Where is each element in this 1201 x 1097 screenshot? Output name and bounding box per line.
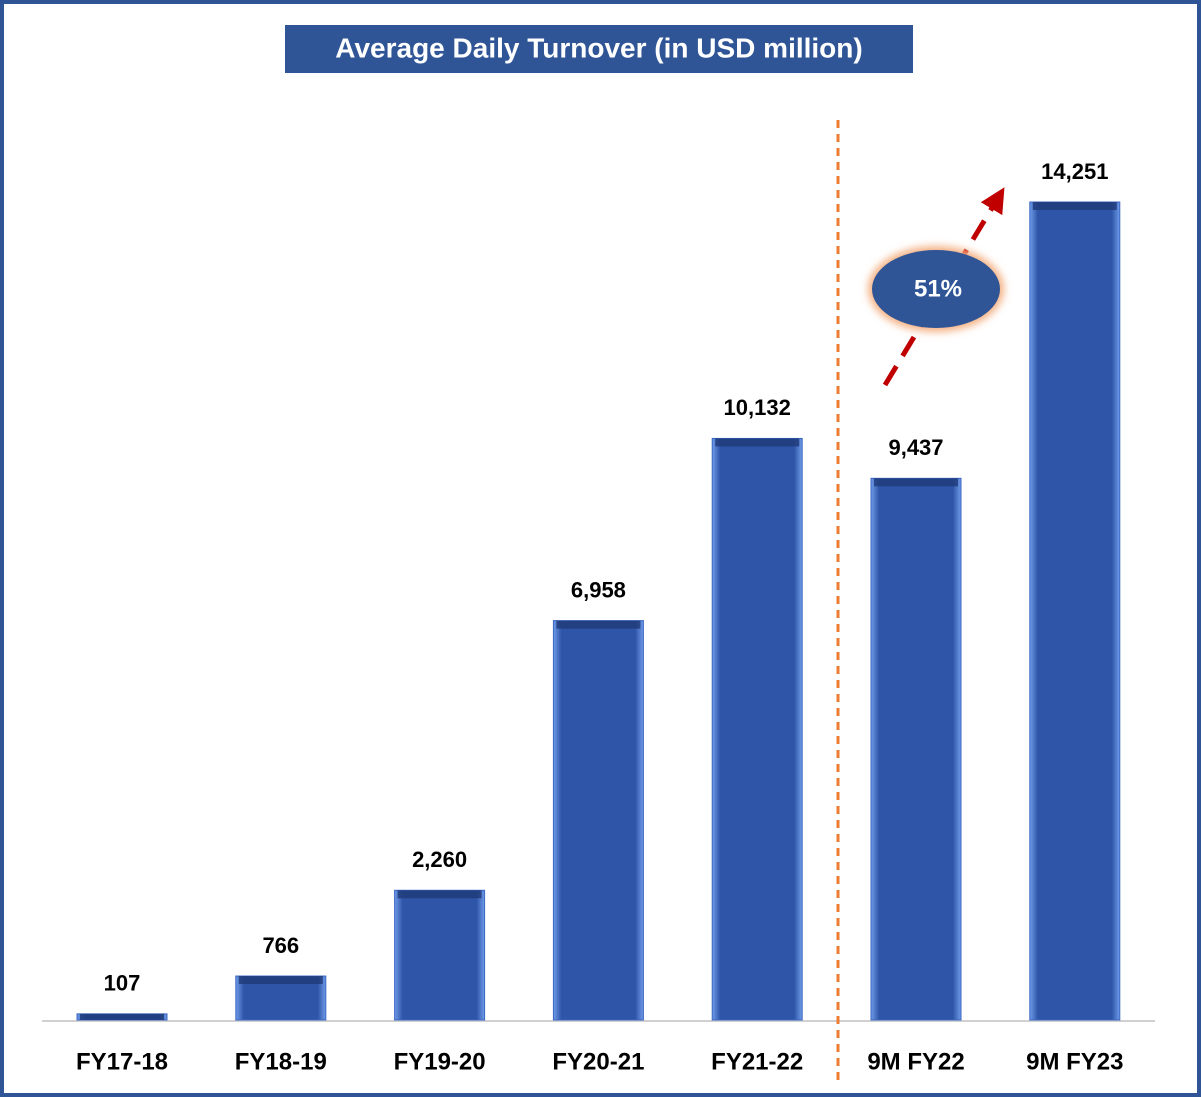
bar-cap (556, 620, 641, 629)
bar-cap (397, 890, 482, 899)
x-tick-label: 9M FY23 (1026, 1048, 1123, 1075)
value-label: 6,958 (571, 577, 626, 602)
x-tick-label: FY17-18 (76, 1048, 168, 1075)
x-tick-label: FY20-21 (552, 1048, 644, 1075)
x-tick-label: FY18-19 (235, 1048, 327, 1075)
chart-title: Average Daily Turnover (in USD million) (335, 32, 862, 63)
bar (711, 437, 803, 1021)
x-tick-label: 9M FY22 (867, 1048, 964, 1075)
callout-label: 51% (914, 275, 962, 302)
value-label: 2,260 (412, 847, 467, 872)
bar-cap (238, 976, 323, 985)
value-label: 766 (262, 933, 299, 958)
title-box (285, 25, 913, 73)
bar-cap (1032, 202, 1117, 210)
bar (394, 889, 486, 1021)
x-tick-label: FY19-20 (394, 1048, 486, 1075)
bar (1029, 201, 1121, 1021)
x-tick-label: FY21-22 (711, 1048, 803, 1075)
bar-cap (715, 438, 800, 447)
value-label: 9,437 (888, 435, 943, 460)
bar-cap (80, 1013, 164, 1020)
value-label: 107 (104, 971, 141, 996)
bar (552, 620, 644, 1021)
value-label: 14,251 (1041, 159, 1108, 184)
value-label: 10,132 (724, 395, 791, 420)
bar (870, 477, 962, 1021)
callout (872, 250, 1000, 328)
bar-cap (874, 478, 958, 487)
